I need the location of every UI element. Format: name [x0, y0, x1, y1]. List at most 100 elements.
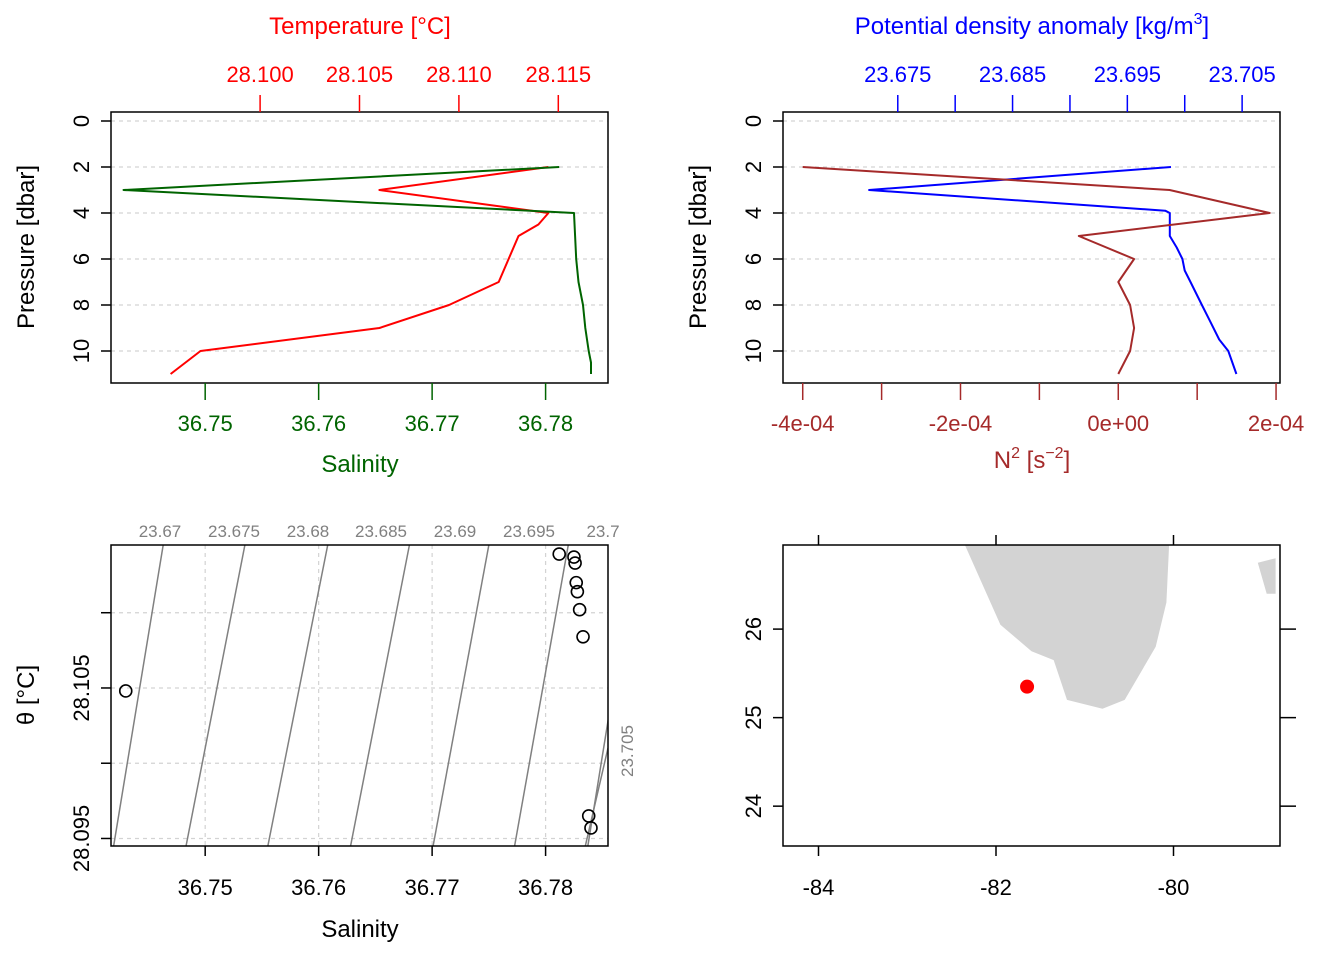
p3-y-axis-title: θ [°C] — [13, 665, 40, 725]
p2-bottom-tick-label--4e-04: -4e-04 — [771, 411, 835, 436]
p2-bottom-tick-label-2e-04: 2e-04 — [1248, 411, 1304, 436]
p2-axes: 0 2 4 6 8 10 23.675 23.685 23.695 23.705 -4e-04 -2e… — [741, 62, 1304, 436]
p2-bottom-title-mid: [s — [1020, 447, 1045, 474]
p2-bottom-tick-label-0e+00: 0e+00 — [1087, 411, 1149, 436]
p1-axes: 0 2 4 6 8 10 28.100 28.105 28.110 28.115 36.75 36.7… — [69, 62, 591, 436]
p3-isopycnal-line-5 — [513, 545, 570, 846]
p2-top-axis-title: Potential density anomaly [kg/m3] — [855, 11, 1209, 40]
p2-bottom-title-sup: 2 — [1011, 445, 1020, 462]
p3-point-6 — [572, 602, 587, 617]
p1-ytick-label-4: 4 — [69, 207, 94, 219]
ts-diagram-panel: 36.75 36.76 36.77 36.78 28.095 28.105 23.67 23.… — [13, 522, 637, 943]
p1-ytick-label-0: 0 — [69, 115, 94, 127]
p1-ytick-label-10: 10 — [69, 339, 94, 363]
p3-gridlines — [111, 545, 608, 846]
p1-top-tick-label-28.105: 28.105 — [326, 62, 393, 87]
p1-gridlines — [111, 120, 608, 352]
p2-bottom-title-n: N — [994, 447, 1011, 474]
p3-points — [118, 547, 598, 835]
p3-isopycnal-label-23.7: 23.7 — [586, 522, 619, 541]
p1-plot-frame — [110, 111, 609, 384]
density-n2-profile-panel: 0 2 4 6 8 10 23.675 23.685 23.695 23.705 -4e-04 -2e… — [685, 11, 1304, 474]
p2-ytick-label-6: 6 — [741, 253, 766, 265]
p1-top-axis-title: Temperature [°C] — [269, 13, 451, 40]
p3-isopycnal-label-23.675: 23.675 — [208, 522, 260, 541]
p3-xtick-label-36.75: 36.75 — [178, 875, 233, 900]
p4-xtick-label--84: -84 — [803, 875, 835, 900]
p1-y-axis-title: Pressure [dbar] — [13, 165, 40, 329]
p1-bottom-tick-label-36.76: 36.76 — [291, 411, 346, 436]
p1-ytick-label-2: 2 — [69, 161, 94, 173]
p2-plot-frame — [782, 111, 1281, 384]
p4-land-florida — [964, 545, 1170, 709]
p3-point-5 — [570, 584, 585, 599]
p2-ytick-label-0: 0 — [741, 115, 766, 127]
p3-ytick-label-28.095: 28.095 — [69, 805, 94, 872]
p3-point-4 — [569, 575, 584, 590]
salinity-temperature-profile-panel: 0 2 4 6 8 10 28.100 28.105 28.110 28.115 36.75 36.7… — [13, 13, 609, 478]
p3-isopycnal-line-7 — [584, 747, 608, 846]
p3-isopycnal-line-0 — [112, 545, 164, 846]
p1-bottom-tick-label-36.75: 36.75 — [178, 411, 233, 436]
p4-xtick-label--82: -82 — [980, 875, 1012, 900]
p3-axes: 36.75 36.76 36.77 36.78 28.095 28.105 23.67 23.… — [69, 522, 637, 900]
p4-station — [1020, 679, 1035, 694]
p2-y-axis-title: Pressure [dbar] — [685, 165, 712, 329]
p3-point-1 — [552, 547, 567, 561]
p4-land — [964, 545, 1276, 709]
p3-x-axis-title: Salinity — [321, 916, 398, 943]
p1-bottom-tick-label-36.77: 36.77 — [405, 411, 460, 436]
station-map-panel: -84 -82 -80 24 25 26 — [741, 535, 1296, 900]
p3-xtick-label-36.77: 36.77 — [405, 875, 460, 900]
p1-bottom-tick-label-36.78: 36.78 — [518, 411, 573, 436]
p4-land-east — [1257, 558, 1276, 594]
p3-point-3 — [568, 556, 582, 570]
p1-series-salinity — [122, 166, 592, 374]
p4-plot-frame — [782, 544, 1281, 847]
p1-top-tick-label-28.100: 28.100 — [226, 62, 293, 87]
p2-series-n2 — [802, 166, 1271, 375]
p3-xtick-label-36.76: 36.76 — [291, 875, 346, 900]
p2-ytick-label-10: 10 — [741, 339, 766, 363]
p1-ytick-label-8: 8 — [69, 299, 94, 311]
p4-ytick-label-24: 24 — [741, 794, 766, 818]
p3-isopycnal-label-23.69: 23.69 — [434, 522, 477, 541]
p1-bottom-axis-title: Salinity — [321, 451, 398, 478]
p3-isopycnals — [112, 545, 608, 846]
p2-bottom-title-end: ] — [1064, 447, 1071, 474]
p3-isopycnal-line-2 — [267, 545, 329, 846]
p4-xtick-label--80: -80 — [1158, 875, 1190, 900]
p4-ytick-label-25: 25 — [741, 705, 766, 729]
p3-xtick-label-36.78: 36.78 — [518, 875, 573, 900]
p1-series — [122, 166, 592, 375]
p3-isopycnal-label-23.67: 23.67 — [139, 522, 182, 541]
p3-isopycnal-label-23.705: 23.705 — [618, 725, 637, 777]
p2-top-tick-label-23.705: 23.705 — [1208, 62, 1275, 87]
p3-isopycnal-label-23.68: 23.68 — [287, 522, 330, 541]
p3-plot-frame — [110, 544, 609, 847]
p2-ytick-label-2: 2 — [741, 161, 766, 173]
p1-ytick-label-6: 6 — [69, 253, 94, 265]
p3-point-0 — [118, 684, 133, 698]
p3-point-9 — [584, 821, 598, 835]
p3-ytick-label-28.105: 28.105 — [69, 654, 94, 721]
p3-point-7 — [576, 630, 590, 644]
p3-isopycnal-line-3 — [349, 545, 411, 846]
p2-series — [802, 166, 1271, 375]
p1-series-temperature — [169, 166, 550, 375]
p2-top-title-end: ] — [1203, 13, 1210, 40]
p4-ytick-label-26: 26 — [741, 617, 766, 641]
p2-top-title-sup: 3 — [1194, 11, 1203, 28]
p3-isopycnal-label-23.695: 23.695 — [503, 522, 555, 541]
p1-top-tick-label-28.110: 28.110 — [426, 62, 492, 87]
p1-top-tick-label-28.115: 28.115 — [525, 62, 591, 87]
p3-isopycnal-line-1 — [185, 545, 246, 846]
p2-gridlines — [783, 120, 1280, 352]
p3-point-2 — [567, 550, 581, 564]
p2-top-tick-label-23.675: 23.675 — [864, 62, 931, 87]
p2-series-density — [868, 166, 1238, 375]
p2-bottom-title-sup2: −2 — [1045, 445, 1063, 462]
p2-top-tick-label-23.685: 23.685 — [979, 62, 1046, 87]
p2-ytick-label-8: 8 — [741, 299, 766, 311]
